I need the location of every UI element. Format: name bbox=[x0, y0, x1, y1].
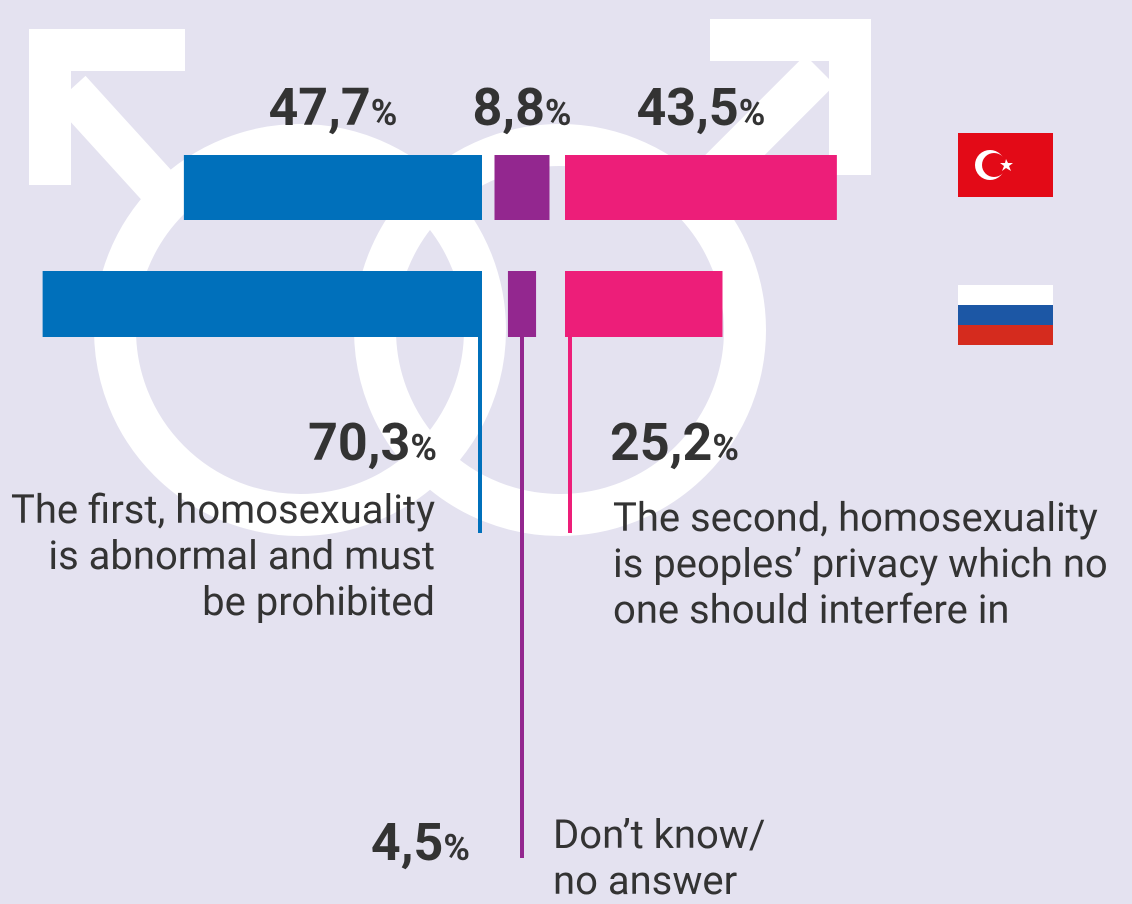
value-label: 8,8% bbox=[472, 77, 571, 138]
flag-turkey bbox=[958, 133, 1053, 197]
value-label: 47,7% bbox=[268, 77, 397, 138]
bar bbox=[495, 155, 550, 220]
infographic: 47,7%8,8%43,5%70,3%4,5%25,2% The first, … bbox=[0, 0, 1132, 904]
series-label: The first, homosexuality is abnormal and… bbox=[5, 487, 435, 625]
bar bbox=[508, 271, 536, 337]
value-label: 43,5% bbox=[636, 77, 765, 138]
bar bbox=[565, 271, 723, 337]
chart: 47,7%8,8%43,5%70,3%4,5%25,2% bbox=[0, 0, 1132, 904]
flag-russia bbox=[958, 285, 1053, 345]
value-label: 4,5% bbox=[371, 812, 470, 873]
bar bbox=[565, 155, 837, 220]
bar bbox=[184, 155, 482, 220]
series-label: Don’t know/ no answer bbox=[553, 812, 813, 904]
bar bbox=[43, 271, 482, 337]
series-label: The second, homosexuality is peoples’ pr… bbox=[613, 495, 1128, 633]
